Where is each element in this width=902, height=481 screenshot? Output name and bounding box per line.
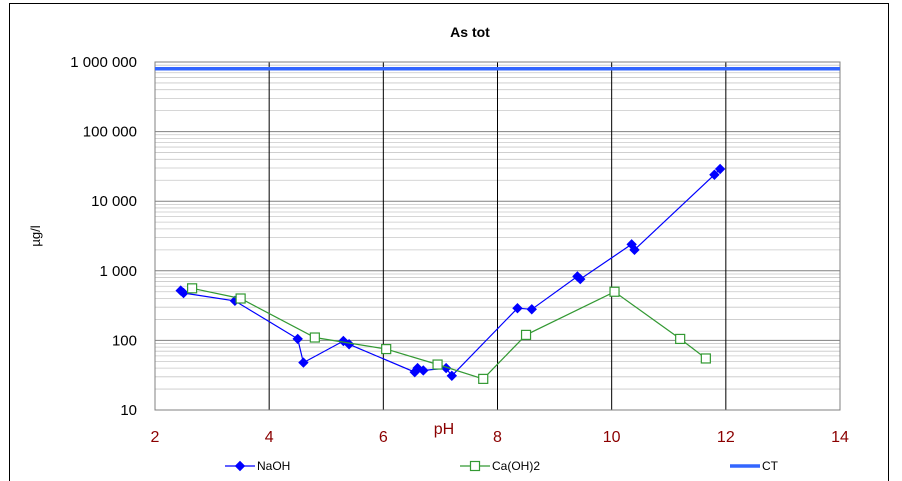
data-point [309,332,320,343]
y-tick-label: 100 000 [83,124,137,141]
y-tick-label: 10 000 [91,193,137,210]
data-point [520,329,532,340]
series-layer [155,66,840,384]
data-point [629,244,640,256]
x-tick-labels: 2 4 6 8 10 12 14 [151,429,849,446]
chart-frame [9,3,889,481]
x-tick-label: 14 [831,429,849,446]
legend-item: Ca(OH)2 [460,459,540,473]
legend: NaOH Ca(OH)2 CT [225,459,779,473]
x-tick-label: 10 [603,429,621,446]
x-tick-label: 8 [493,429,502,446]
chart-title: As tot [450,24,490,40]
legend-label: Ca(OH)2 [492,459,540,473]
data-point [235,293,246,304]
y-tick-label: 10 [120,402,137,419]
data-point [381,343,392,355]
data-point [609,286,620,297]
legend-marker [234,460,246,472]
data-point [700,353,711,364]
data-point [298,357,309,368]
data-point [512,303,523,314]
data-point [178,287,189,299]
data-point [714,163,726,175]
legend-item: NaOH [225,459,290,473]
legend-marker [469,460,481,472]
x-tick-label: 2 [151,429,160,446]
y-tick-label: 100 [112,332,137,349]
data-point [446,370,458,382]
legend-label: NaOH [257,459,290,473]
x-axis-label: pH [434,421,454,438]
y-tick-label: 1 000 000 [70,54,137,71]
data-point [478,373,489,384]
legend-label: CT [762,459,779,473]
x-tick-label: 4 [265,429,274,446]
legend-item: CT [730,459,779,473]
data-point [575,273,586,285]
x-tick-label: 6 [379,429,388,446]
series-line [191,287,707,380]
y-tick-label: 1 000 [99,263,137,280]
data-point [675,333,686,345]
data-point [292,333,303,345]
data-point [709,169,720,180]
x-tick-label: 12 [717,429,735,446]
series-1 [187,283,711,384]
y-axis-label: µg/l [28,225,43,246]
data-point [432,359,443,370]
y-tick-labels: 10 100 1 000 10 000 100 000 1 000 000 [70,54,137,419]
data-point [418,365,429,376]
data-point [526,304,537,315]
data-point [187,283,198,294]
plot-border [154,61,841,411]
